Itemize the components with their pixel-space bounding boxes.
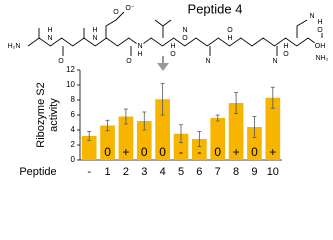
bar xyxy=(155,99,170,160)
atom-label: N xyxy=(309,13,314,20)
x-tick-label: 3 xyxy=(141,166,147,178)
x-tick-label: 5 xyxy=(178,166,184,178)
atom-label: O xyxy=(227,27,233,34)
x-tick-label: 10 xyxy=(267,166,279,178)
bar-label: - xyxy=(197,145,201,159)
y-tick-label: 2 xyxy=(71,140,76,149)
atom-label: H xyxy=(47,27,52,34)
atom-label: O xyxy=(170,51,176,58)
bar xyxy=(210,118,226,160)
structure-title: Peptide 4 xyxy=(188,1,243,16)
y-axis-label-line: Ribozyme S2 xyxy=(35,82,47,147)
bar xyxy=(81,136,97,160)
bond xyxy=(27,37,320,47)
x-tick-label: 4 xyxy=(160,166,166,178)
structure xyxy=(27,11,323,56)
x-axis-label: Peptide xyxy=(19,166,56,178)
atom-label: O xyxy=(58,58,64,65)
bond xyxy=(162,19,172,27)
arrow-head xyxy=(157,63,169,71)
atom-label: H xyxy=(92,27,97,34)
atom-label: OH xyxy=(315,43,326,50)
y-tick-label: 4 xyxy=(71,125,76,134)
bar-label: 0 xyxy=(104,145,111,159)
atom-label: O xyxy=(126,58,132,65)
x-tick-label: 2 xyxy=(123,166,129,178)
y-axis-label-line: activity xyxy=(48,98,60,132)
atom-label: NH₂ xyxy=(316,55,329,62)
error-bar xyxy=(123,108,128,125)
bar-label: 0 xyxy=(141,145,148,159)
bar-label: + xyxy=(269,145,276,159)
error-bar xyxy=(179,124,183,144)
atom-label: N xyxy=(47,35,52,42)
atom-label: O xyxy=(283,51,289,58)
bond xyxy=(154,19,164,38)
y-tick-label: 12 xyxy=(66,65,75,74)
atom-label: O⁻ xyxy=(125,5,134,12)
atom-label: N xyxy=(205,58,210,65)
bar xyxy=(100,125,115,160)
error-bar xyxy=(197,131,202,147)
error-bar xyxy=(270,86,275,109)
x-tick-label: 8 xyxy=(233,166,239,178)
bar xyxy=(118,116,134,160)
bar xyxy=(192,139,207,160)
error-bar xyxy=(105,119,110,132)
atom-label: N xyxy=(182,27,187,34)
bar xyxy=(265,97,281,160)
atom-label: H₂N xyxy=(8,43,21,50)
bar-label: + xyxy=(122,145,129,159)
x-tick-label: 7 xyxy=(215,166,221,178)
bar xyxy=(173,133,189,160)
bar-label: 0 xyxy=(251,145,258,159)
y-tick-label: 0 xyxy=(71,155,76,164)
atom-label: H xyxy=(227,35,232,42)
atom-label: H xyxy=(283,43,288,50)
y-tick-label: 8 xyxy=(71,95,76,104)
x-tick-label: 9 xyxy=(251,166,257,178)
atom-label: N xyxy=(272,58,277,65)
atom-label: H xyxy=(317,19,322,26)
error-bar xyxy=(215,114,220,122)
error-bar xyxy=(160,83,165,116)
error-bar xyxy=(87,131,92,141)
error-bar xyxy=(234,92,239,114)
y-tick-label: 6 xyxy=(71,110,76,119)
bar-label: 0 xyxy=(159,145,166,159)
bar-label: + xyxy=(233,145,240,159)
atom-label: N xyxy=(137,43,142,50)
x-tick-label: 6 xyxy=(196,166,202,178)
bond xyxy=(105,11,125,38)
atom-label: N xyxy=(92,35,97,42)
bar xyxy=(247,127,262,160)
y-axis-label: Ribozyme S2activity xyxy=(35,82,60,147)
atom-label: H xyxy=(170,43,175,50)
bar-label: - xyxy=(179,145,183,159)
bond xyxy=(296,19,308,38)
figure: Peptide 4 Peptide H₂NNHONHOOO⁻NHONHONHON… xyxy=(6,1,330,178)
y-tick-label: 10 xyxy=(66,80,75,89)
atom-label: O xyxy=(113,9,119,16)
atom-label: O xyxy=(317,27,323,34)
bar xyxy=(228,103,244,160)
bar-label: 0 xyxy=(214,145,221,159)
x-tick-label: - xyxy=(87,166,91,178)
error-bar xyxy=(142,111,147,131)
x-tick-label: 1 xyxy=(104,166,110,178)
error-bar xyxy=(252,116,257,138)
atom-label: O xyxy=(182,35,188,42)
atom-label: H xyxy=(137,51,142,58)
bar xyxy=(136,121,152,160)
